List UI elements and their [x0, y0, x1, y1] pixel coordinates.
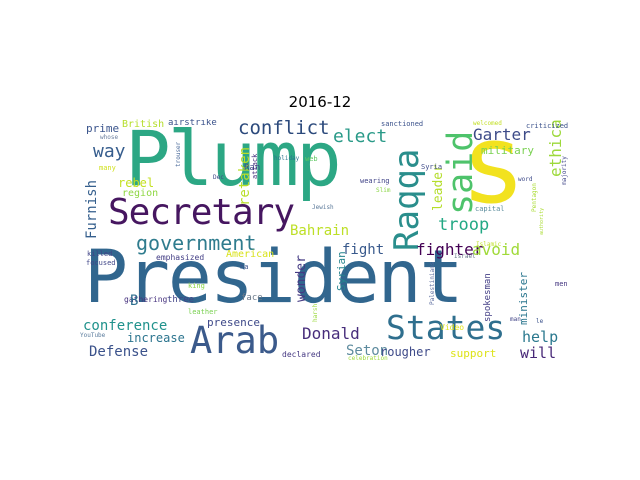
cloud-word: fighter: [416, 240, 484, 259]
cloud-word: whose: [100, 134, 119, 141]
cloud-word: troop: [438, 215, 490, 235]
cloud-word: attack: [251, 153, 259, 179]
cloud-word: retaken: [237, 146, 253, 206]
cloud-word: YouTube: [80, 332, 106, 339]
cloud-word: help: [522, 328, 559, 346]
cloud-word: Palestinians: [429, 261, 436, 305]
cloud-word: leather: [188, 308, 218, 316]
cloud-word: sanctioned: [381, 120, 424, 128]
cloud-word: fight: [342, 242, 385, 258]
cloud-word: three: [167, 295, 195, 305]
cloud-word: leader: [431, 164, 446, 211]
cloud-word: trouser: [175, 141, 182, 167]
cloud-word: Secretary: [108, 192, 295, 233]
cloud-word: gathering: [124, 295, 168, 304]
cloud-word: welcomed: [473, 120, 502, 127]
cloud-word: harsh: [312, 303, 319, 322]
cloud-word: Bahrain: [290, 223, 350, 239]
cloud-word: spokesman: [483, 273, 493, 322]
cloud-word: Raqqa: [387, 148, 427, 251]
cloud-word: authority: [539, 207, 545, 235]
cloud-word: will: [520, 344, 557, 362]
cloud-word: Video: [440, 323, 465, 332]
cloud-word: President: [84, 235, 464, 320]
cloud-word: Slim: [376, 187, 391, 194]
cloud-word: American: [226, 249, 275, 260]
cloud-word: way: [93, 141, 126, 162]
cloud-word: increase: [127, 331, 185, 345]
cloud-word: Donald: [302, 324, 360, 343]
cloud-word: Garter: [473, 125, 531, 144]
cloud-word: support: [450, 347, 497, 360]
cloud-word: rougher: [380, 345, 431, 359]
cloud-word: holiday: [274, 155, 300, 162]
cloud-word: wonder: [294, 255, 309, 302]
cloud-word: wearing: [360, 177, 390, 185]
cloud-word: Plump: [125, 119, 342, 203]
cloud-word: emphasized: [156, 253, 205, 262]
cloud-word: Israel: [454, 253, 476, 260]
cloud-word: capital: [475, 205, 505, 213]
cloud-word: focused: [86, 259, 116, 267]
figure-title: 2016-12: [288, 93, 352, 111]
cloud-word: Dec: [213, 174, 224, 181]
cloud-word: elect: [333, 126, 388, 147]
word-cloud: President Plump s Secretary Arab Raqqa S…: [80, 119, 570, 362]
cloud-word: s: [460, 119, 527, 228]
cloud-word: majority: [561, 156, 568, 185]
cloud-word: king: [188, 282, 205, 290]
cloud-word: B: [130, 293, 139, 309]
cloud-word: presence: [207, 316, 260, 329]
cloud-word: States: [386, 308, 506, 347]
cloud-word: ha: [240, 263, 249, 271]
cloud-word: Syria: [421, 163, 443, 171]
cloud-word: Seton: [346, 343, 389, 359]
cloud-word: celebration: [348, 355, 388, 362]
cloud-word: web: [305, 155, 318, 163]
cloud-word: Ran: [244, 163, 261, 173]
cloud-word: conflict: [238, 119, 330, 139]
cloud-word: Islamic: [476, 241, 502, 248]
cloud-word: face: [241, 293, 263, 303]
cloud-word: conference: [83, 318, 168, 334]
cloud-word: men: [555, 280, 568, 288]
cloud-word: many: [99, 164, 116, 172]
cloud-word: word: [518, 176, 533, 183]
cloud-word: rebel: [118, 176, 155, 190]
cloud-word: region: [122, 188, 159, 199]
cloud-word: avoid: [472, 240, 521, 259]
cloud-word: Pentagon: [531, 183, 538, 212]
cloud-word: military: [481, 144, 534, 157]
cloud-word: government: [136, 231, 257, 255]
cloud-word: Syrian: [335, 251, 348, 291]
cloud-word: Defense: [89, 344, 149, 360]
cloud-word: killed: [87, 250, 113, 258]
cloud-word: man: [510, 316, 521, 323]
cloud-word: declared: [282, 350, 321, 359]
cloud-word: Arab: [190, 319, 280, 362]
cloud-word: British: [122, 119, 165, 130]
cloud-word: criticized: [526, 122, 569, 130]
cloud-word: le: [536, 318, 544, 325]
cloud-word: Furnish: [84, 179, 100, 239]
cloud-word: prime: [86, 122, 120, 135]
cloud-word: airstrike: [168, 119, 217, 128]
cloud-word: Jewish: [312, 204, 334, 211]
